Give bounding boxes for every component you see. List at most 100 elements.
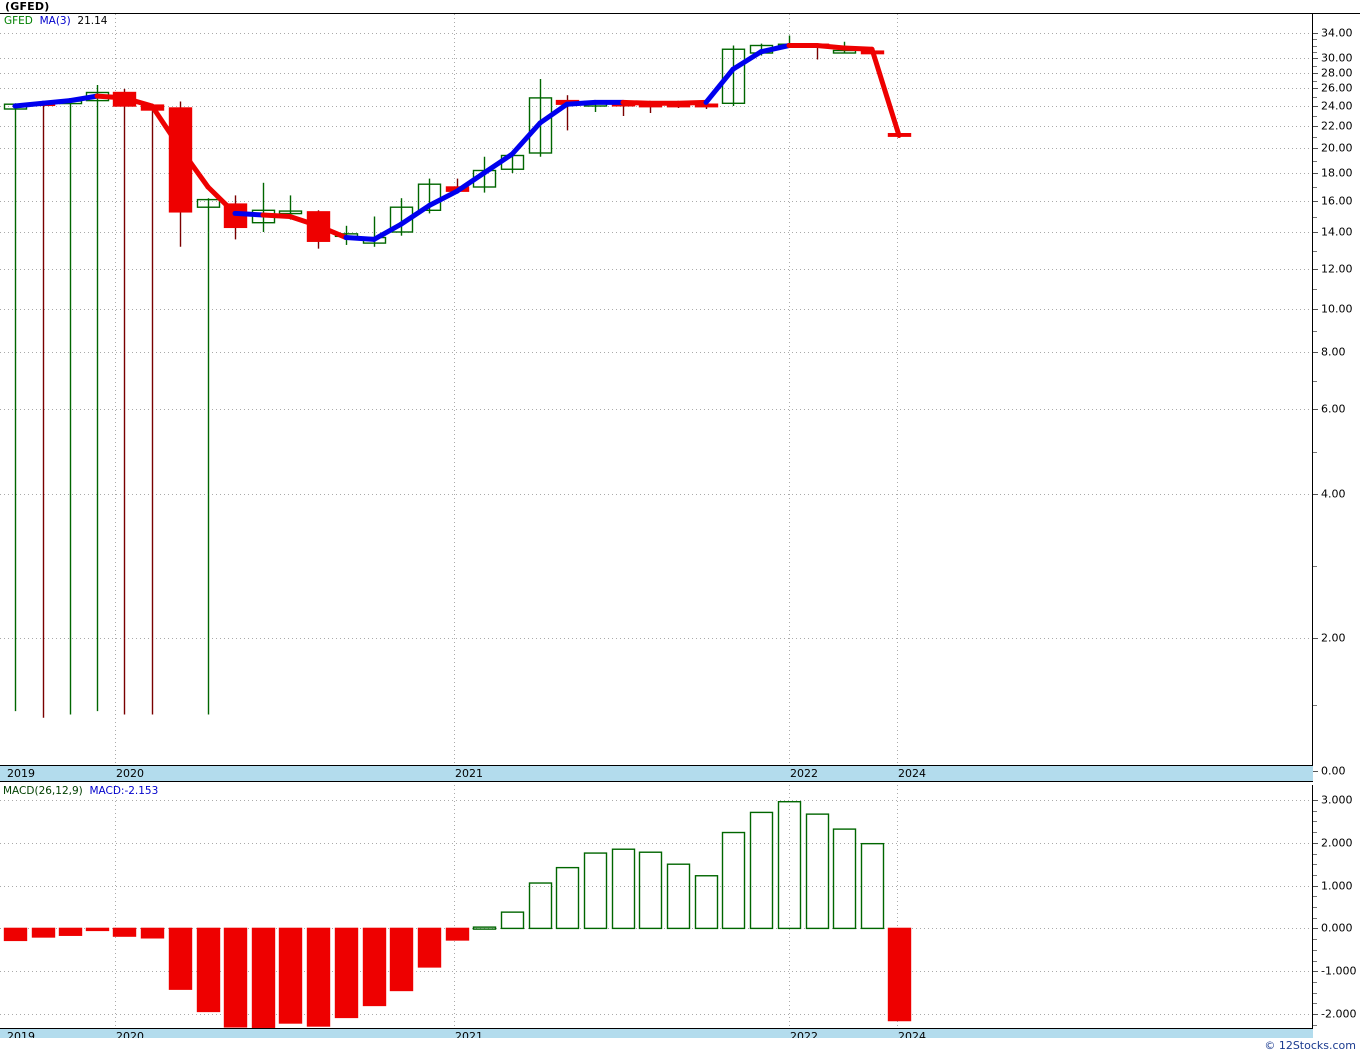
macd-bar[interactable] xyxy=(777,801,802,930)
ma-line-segment xyxy=(564,99,598,107)
candlestick[interactable] xyxy=(112,88,137,715)
macd-bar[interactable] xyxy=(362,927,387,1007)
macd-bar[interactable] xyxy=(749,811,774,930)
macd-y-tick xyxy=(1313,971,1318,972)
price-y-label: 4.00 xyxy=(1321,487,1346,501)
price-y-minor-tick xyxy=(1313,289,1317,290)
copyright-credit: © 12Stocks.com xyxy=(1264,1039,1356,1052)
ma-line-segment xyxy=(703,66,736,105)
macd-bar[interactable] xyxy=(85,927,110,932)
candlestick[interactable] xyxy=(168,101,193,247)
macd-bar[interactable] xyxy=(638,851,663,930)
price-date-label: 2021 xyxy=(455,767,483,780)
macd-y-minor-tick xyxy=(1313,810,1317,812)
macd-bar[interactable] xyxy=(611,848,636,930)
ma-line-segment xyxy=(12,100,46,109)
ma-line-segment xyxy=(758,43,792,55)
price-y-label: 14.00 xyxy=(1321,225,1353,239)
price-y-label: 18.00 xyxy=(1321,166,1353,180)
ma-line-segment xyxy=(232,210,266,218)
macd-bar[interactable] xyxy=(389,927,414,992)
ma-line-segment xyxy=(426,188,460,209)
candlestick[interactable] xyxy=(251,182,276,232)
macd-bar[interactable] xyxy=(58,927,83,936)
macd-legend: MACD(26,12,9) MACD:-2.153 xyxy=(3,785,158,797)
price-legend: GFED MA(3) 21.14 xyxy=(4,15,107,27)
macd-y-label: 3.000 xyxy=(1321,793,1353,807)
price-y-tick xyxy=(1313,638,1318,639)
macd-bar[interactable] xyxy=(31,927,56,938)
macd-y-minor-tick xyxy=(1313,907,1317,908)
macd-bar[interactable] xyxy=(887,927,912,1022)
macd-bar[interactable] xyxy=(306,927,331,1027)
price-y-tick xyxy=(1313,173,1318,174)
macd-y-label: 2.000 xyxy=(1321,836,1353,850)
candlestick[interactable] xyxy=(721,45,746,107)
macd-bar[interactable] xyxy=(140,927,165,939)
macd-bar[interactable] xyxy=(500,911,525,930)
ma-line-segment xyxy=(454,170,487,194)
legend-symbol: GFED xyxy=(4,15,33,27)
macd-bar[interactable] xyxy=(721,831,746,930)
price-y-label: 30.00 xyxy=(1321,51,1353,65)
macd-bar[interactable] xyxy=(168,927,193,990)
macd-bar[interactable] xyxy=(278,927,303,1024)
macd-y-minor-tick xyxy=(1313,1003,1317,1005)
macd-y-minor-tick xyxy=(1313,992,1317,994)
legend-ma-label: MA(3) xyxy=(39,15,71,27)
candlestick[interactable] xyxy=(58,100,83,715)
macd-bar[interactable] xyxy=(694,875,719,930)
macd-bar[interactable] xyxy=(112,927,137,937)
price-y-minor-tick xyxy=(1313,51,1317,53)
price-y-tick xyxy=(1313,58,1318,59)
macd-y-axis: 3.000 2.000 1.000 0.000 -1.000 -2.000 xyxy=(1313,785,1360,1028)
price-date-label: 2024 xyxy=(898,767,926,780)
macd-bar[interactable] xyxy=(528,882,553,930)
macd-bar[interactable] xyxy=(860,842,885,930)
macd-bar[interactable] xyxy=(445,927,470,941)
macd-bar[interactable] xyxy=(334,927,359,1019)
price-y-label: 20.00 xyxy=(1321,141,1353,155)
macd-bar[interactable] xyxy=(417,927,442,968)
macd-chart-panel: MACD(26,12,9) MACD:-2.153 xyxy=(0,785,1360,1028)
candlestick[interactable] xyxy=(528,79,553,157)
macd-bar[interactable] xyxy=(472,926,497,930)
price-y-tick xyxy=(1313,148,1318,149)
macd-bar[interactable] xyxy=(3,927,28,942)
price-y-minor-tick xyxy=(1313,65,1317,67)
price-y-minor-tick xyxy=(1313,380,1317,382)
macd-y-minor-tick xyxy=(1313,960,1317,962)
price-y-minor-tick xyxy=(1313,116,1317,117)
candle-body xyxy=(721,48,746,104)
macd-bar[interactable] xyxy=(251,927,276,1028)
candlestick[interactable] xyxy=(196,198,221,715)
price-date-label: 2022 xyxy=(790,767,818,780)
macd-plot-area[interactable] xyxy=(0,785,1313,1028)
macd-y-label: 0.000 xyxy=(1321,921,1353,935)
price-y-label: 12.00 xyxy=(1321,262,1353,276)
price-y-minor-tick xyxy=(1313,137,1317,138)
ma-line-segment xyxy=(67,93,100,104)
price-y-minor-tick xyxy=(1313,566,1317,567)
candlestick[interactable] xyxy=(223,195,248,240)
price-y-tick xyxy=(1313,201,1318,202)
macd-bar[interactable] xyxy=(223,927,248,1028)
price-plot-area[interactable] xyxy=(0,14,1313,766)
macd-y-minor-tick xyxy=(1313,1024,1317,1026)
price-y-tick xyxy=(1313,409,1318,410)
candlestick[interactable] xyxy=(31,102,56,718)
macd-bar[interactable] xyxy=(555,866,580,930)
macd-bar[interactable] xyxy=(832,828,857,930)
ma-line-segment xyxy=(315,223,349,241)
price-date-label: 2020 xyxy=(116,767,144,780)
candlestick[interactable] xyxy=(555,95,580,131)
macd-y-label: 1.000 xyxy=(1321,879,1353,893)
macd-bar[interactable] xyxy=(805,813,830,930)
macd-bar[interactable] xyxy=(583,852,608,930)
price-y-label: 24.00 xyxy=(1321,99,1353,113)
macd-bar[interactable] xyxy=(196,927,221,1013)
candlestick[interactable] xyxy=(85,85,110,712)
macd-bar[interactable] xyxy=(666,863,691,930)
candlestick[interactable] xyxy=(3,103,28,712)
candlestick[interactable] xyxy=(362,216,387,247)
